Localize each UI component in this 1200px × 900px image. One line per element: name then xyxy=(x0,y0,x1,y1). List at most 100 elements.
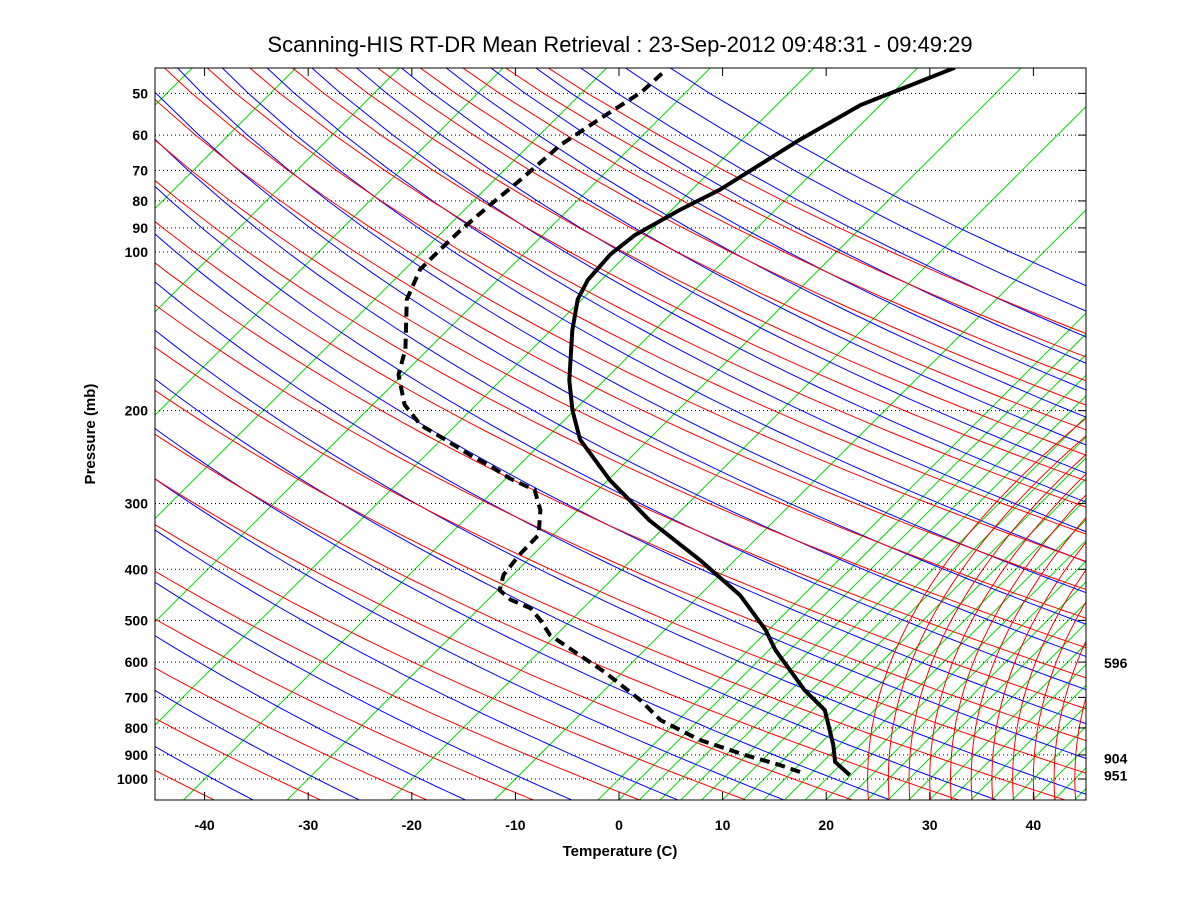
saturation-curve-line xyxy=(1074,695,1086,800)
y-axis-label: Pressure (mb) xyxy=(82,384,99,485)
moist-adiabat-line xyxy=(579,68,1086,338)
dry-adiabat-line xyxy=(155,304,1086,742)
level-label: 951 xyxy=(1104,767,1128,783)
moist-adiabat-line xyxy=(155,746,255,800)
x-tick-label: 0 xyxy=(615,817,623,833)
moist-adiabat-line xyxy=(155,138,1086,658)
isotherm-line xyxy=(155,68,815,726)
y-tick-label: 60 xyxy=(132,127,148,143)
isotherm-line xyxy=(1094,42,1200,801)
isotherm-line xyxy=(845,560,1086,800)
dry-adiabat-line xyxy=(155,262,1086,710)
dry-adiabat-line xyxy=(155,667,429,800)
moist-adiabat-line xyxy=(155,378,999,800)
dry-adiabat-line xyxy=(206,68,1086,535)
dry-adiabat-line xyxy=(155,220,1086,679)
dry-adiabat-line xyxy=(155,179,1086,649)
saturation-curve-line xyxy=(908,453,1086,800)
dry-adiabat-line xyxy=(155,570,642,800)
x-tick-label: 20 xyxy=(818,817,834,833)
moist-adiabat-line xyxy=(155,91,1086,625)
moist-adiabat-line xyxy=(155,185,1086,691)
moist-adiabat-line xyxy=(490,68,1086,391)
isotherm-line xyxy=(700,415,1086,800)
y-tick-label: 600 xyxy=(125,654,149,670)
moist-adiabat-line xyxy=(311,68,1086,503)
saturation-curve-line xyxy=(867,417,1086,800)
saturation-curve-line xyxy=(950,494,1086,800)
dry-adiabat-line xyxy=(155,139,1086,619)
x-axis: -40 -30 -20 -10 0 10 20 30 40 xyxy=(194,68,1041,833)
isotherm-line xyxy=(866,581,1086,800)
isotherm-line xyxy=(155,68,711,623)
y-tick-label: 700 xyxy=(125,689,149,705)
y-tick-label: 300 xyxy=(125,495,149,511)
isotherm-line xyxy=(908,622,1086,800)
moist-adiabat-line xyxy=(155,529,680,800)
dry-adiabat-line xyxy=(155,433,961,800)
moist-adiabat-line xyxy=(669,68,1086,287)
y-tick-label: 1000 xyxy=(117,771,148,787)
temperature-profile-line xyxy=(567,68,956,777)
moist-adiabat-line xyxy=(155,581,574,800)
isotherm-line xyxy=(155,68,193,106)
pressure-gridlines xyxy=(155,92,1086,780)
x-tick-label: 10 xyxy=(715,817,731,833)
moist-adiabat-line xyxy=(266,68,1086,533)
isotherm-line xyxy=(390,105,1086,800)
moist-adiabat-line xyxy=(535,68,1086,364)
chart-title: Scanning-HIS RT-DR Mean Retrieval : 23-S… xyxy=(267,32,972,57)
x-tick-label: -40 xyxy=(194,817,214,833)
saturation-curve-line xyxy=(1032,600,1086,800)
dry-adiabat-line xyxy=(155,346,1086,774)
isotherm-line xyxy=(155,68,608,520)
level-label: 596 xyxy=(1104,655,1128,671)
isotherm-line xyxy=(182,68,919,800)
x-tick-label: -20 xyxy=(402,817,422,833)
saturation-curve-line xyxy=(970,516,1086,800)
x-tick-label: 30 xyxy=(922,817,938,833)
isotherm-line xyxy=(638,353,1086,800)
isotherm-line xyxy=(1032,746,1086,800)
isotherm-line xyxy=(155,68,504,416)
isotherm-line xyxy=(742,457,1086,800)
moist-adiabat-line xyxy=(0,42,148,801)
dry-adiabat-line xyxy=(155,389,1067,800)
moist-adiabat-line xyxy=(155,689,361,800)
saturation-curve-line xyxy=(887,435,1086,800)
moist-adiabat-line xyxy=(400,68,1086,446)
y-tick-label: 400 xyxy=(125,561,149,577)
moist-adiabat-line xyxy=(155,635,467,800)
dry-adiabat-line xyxy=(155,524,748,800)
x-tick-label: -30 xyxy=(298,817,318,833)
background-lines xyxy=(0,42,1200,801)
isotherm-line xyxy=(804,519,1086,800)
isotherm-line xyxy=(762,477,1086,800)
isotherm-line xyxy=(680,395,1086,800)
level-label: 904 xyxy=(1104,750,1128,766)
isotherm-line xyxy=(783,498,1086,800)
x-tick-label: -10 xyxy=(505,817,525,833)
moist-adiabat-line xyxy=(155,281,1086,759)
isotherm-line xyxy=(1073,787,1086,800)
y-tick-label: 800 xyxy=(125,720,149,736)
moist-adiabat-line xyxy=(221,68,1086,563)
dry-adiabat-line xyxy=(155,478,854,800)
isotherm-line xyxy=(1115,42,1200,801)
dry-adiabat-line xyxy=(547,68,1086,335)
moist-adiabat-line xyxy=(355,68,1086,474)
saturation-curve-line xyxy=(1012,569,1086,800)
plot-frame xyxy=(154,67,1087,801)
dry-adiabat-line xyxy=(155,618,535,800)
x-axis-label: Temperature (C) xyxy=(563,843,678,860)
y-tick-label: 500 xyxy=(125,612,149,628)
isotherm-line xyxy=(1053,767,1086,800)
y-tick-label: 80 xyxy=(132,193,148,209)
isotherm-line xyxy=(617,333,1086,800)
y-axis: 50 60 70 80 90 100 200 300 400 500 600 700 800 900 100… xyxy=(117,85,1086,787)
moist-adiabat-line xyxy=(155,329,1086,795)
dry-adiabat-line xyxy=(376,68,1086,431)
dry-adiabat-line xyxy=(163,68,1086,562)
